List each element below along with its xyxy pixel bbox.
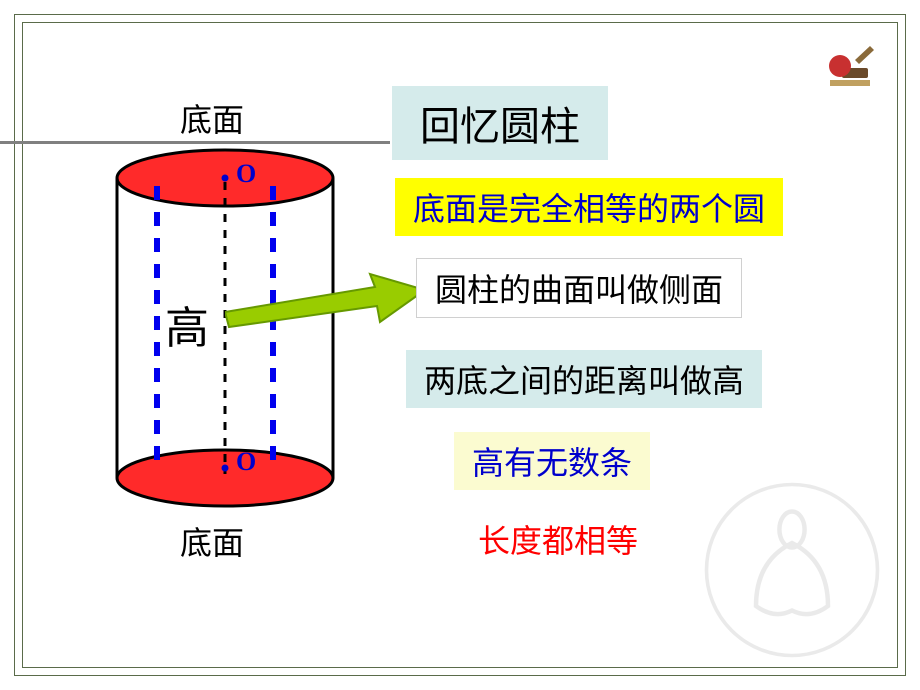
label-center-top: O xyxy=(236,159,256,189)
slide-title: 回忆圆柱 xyxy=(392,86,608,160)
label-bottom-face: 底面 xyxy=(180,518,244,564)
corner-decoration-icon xyxy=(820,38,880,93)
watermark-icon xyxy=(702,480,882,660)
horizontal-rule xyxy=(0,141,390,144)
label-height: 高 xyxy=(165,292,209,356)
text-box-3: 两底之间的距离叫做高 xyxy=(406,350,762,408)
label-top-face: 底面 xyxy=(180,95,244,141)
text-box-5: 长度都相等 xyxy=(460,510,656,568)
arrow-icon xyxy=(225,272,425,332)
text-box-4: 高有无数条 xyxy=(454,432,650,490)
text-box-1: 底面是完全相等的两个圆 xyxy=(395,178,783,236)
text-box-2: 圆柱的曲面叫做侧面 xyxy=(416,258,742,318)
label-center-bottom: O xyxy=(236,447,256,477)
